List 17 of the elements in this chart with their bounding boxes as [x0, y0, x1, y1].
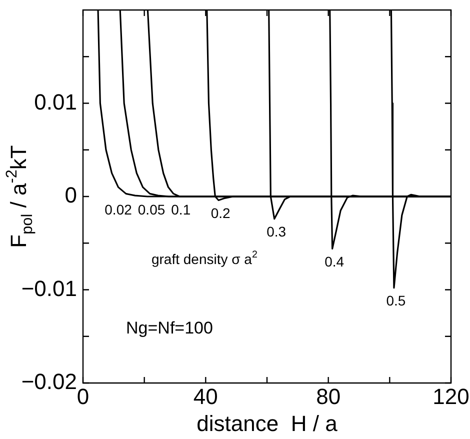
y-tick-label: 0.01	[34, 89, 77, 114]
series-label: 0.3	[266, 224, 286, 240]
series-label: 0.2	[210, 205, 230, 222]
x-tick-label: 120	[432, 384, 470, 410]
y-tick-label: −0.02	[21, 369, 77, 394]
series-label: 0.5	[386, 292, 406, 309]
x-tick-label: 40	[193, 384, 218, 410]
y-axis-title: Fpol / a-2kT	[4, 145, 36, 248]
x-axis-title: distance H / a	[196, 411, 338, 436]
series-label: 0.02	[104, 201, 132, 218]
y-tick-label: 0	[64, 182, 77, 208]
y-tick-label: −0.01	[21, 276, 77, 301]
series-label: 0.1	[171, 201, 191, 218]
series-label: 0.05	[138, 201, 166, 218]
series-label: 0.4	[324, 254, 344, 270]
x-tick-label: 80	[316, 384, 341, 410]
annotation: Ng=Nf=100	[126, 318, 213, 338]
